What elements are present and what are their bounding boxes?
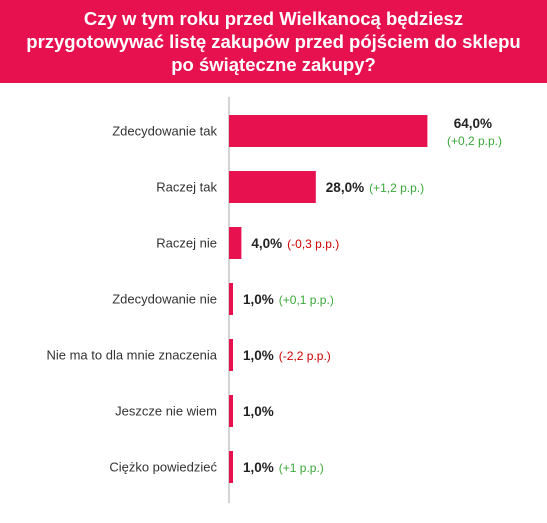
bar	[229, 395, 233, 427]
change-label: (-0,3 p.p.)	[287, 237, 339, 251]
bar	[229, 451, 233, 483]
value-label: 28,0%	[326, 180, 364, 195]
bar-chart: Zdecydowanie tak 64,0% (+0,2 p.p.) Raczej t…	[46, 97, 502, 503]
category-label: Zdecydowanie nie	[112, 292, 217, 307]
value-label: 64,0%	[454, 116, 492, 131]
value-label: 1,0%	[243, 292, 274, 307]
value-label: 1,0%	[243, 460, 274, 475]
change-label: (+1,2 p.p.)	[369, 181, 424, 195]
category-label: Nie ma to dla mnie znaczenia	[46, 348, 217, 363]
category-label: Zdecydowanie tak	[112, 124, 217, 139]
value-label: 4,0%	[251, 236, 282, 251]
change-label: (-2,2 p.p.)	[279, 349, 331, 363]
bar	[229, 171, 316, 203]
category-label: Jeszcze nie wiem	[115, 404, 217, 419]
chart-header: Czy w tym roku przed Wielkanocą będziesz…	[0, 0, 547, 83]
bar	[229, 115, 428, 147]
change-label: (+0,2 p.p.)	[447, 134, 502, 148]
change-label: (+0,1 p.p.)	[279, 293, 334, 307]
value-label: 1,0%	[243, 348, 274, 363]
chart-title: Czy w tym roku przed Wielkanocą będziesz…	[26, 8, 521, 75]
bar	[229, 227, 242, 259]
change-label: (+1 p.p.)	[279, 461, 324, 475]
category-label: Ciężko powiedzieć	[109, 460, 217, 475]
bar	[229, 339, 233, 371]
category-label: Raczej nie	[156, 236, 217, 251]
category-label: Raczej tak	[156, 180, 217, 195]
value-label: 1,0%	[243, 404, 274, 419]
bar	[229, 283, 233, 315]
